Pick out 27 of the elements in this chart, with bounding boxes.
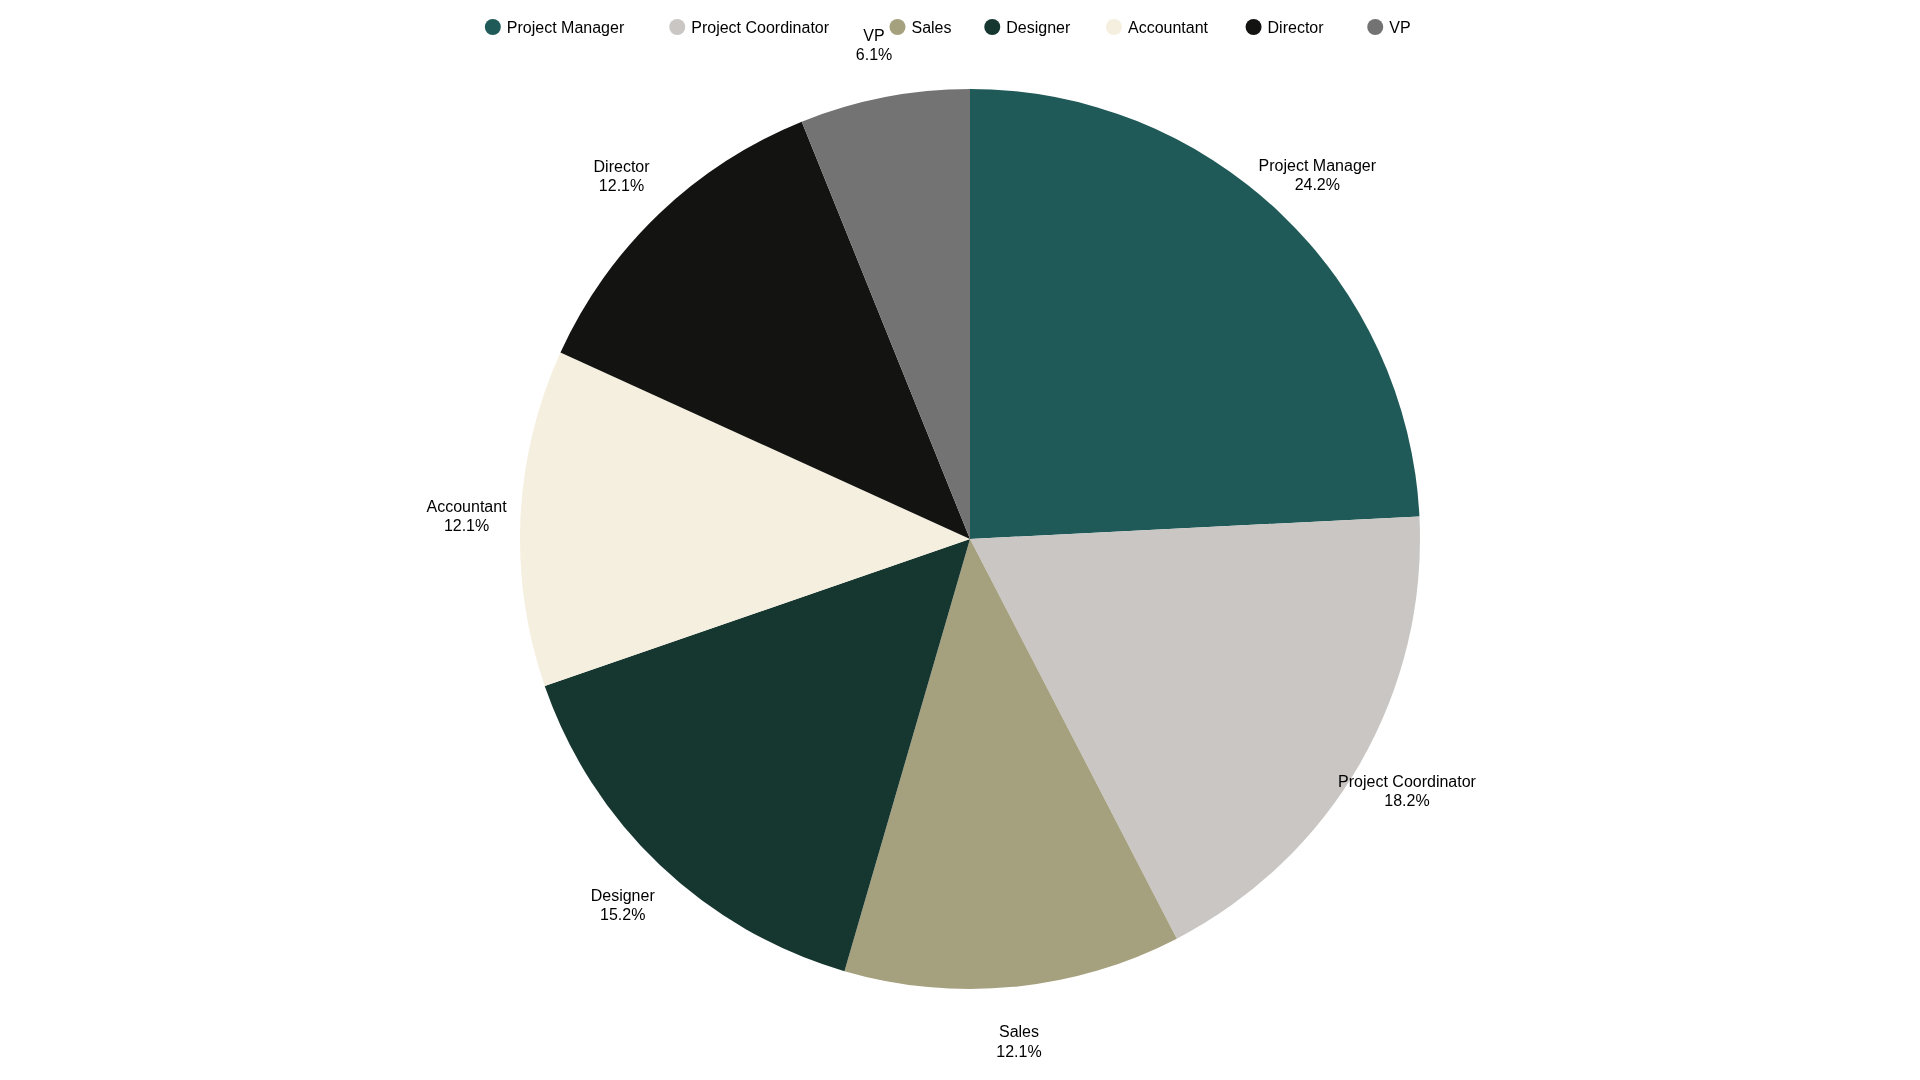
slice-label: Accountant xyxy=(426,498,508,516)
data-label: 12.1% xyxy=(443,517,490,535)
slice-label: Project Coordinator xyxy=(1338,772,1477,790)
pie-slice xyxy=(560,121,970,539)
slice-label: VP xyxy=(863,27,885,45)
slice-label: Designer xyxy=(590,887,656,905)
pie-slice xyxy=(844,539,1177,989)
legend-label: Sales xyxy=(911,18,952,36)
data-label: 12.1% xyxy=(598,176,645,194)
legend-label: Accountant xyxy=(1127,18,1209,36)
legend-label: Project Coordinator xyxy=(691,18,830,36)
data-label: 24.2% xyxy=(1294,175,1340,193)
slice-label: Director xyxy=(593,157,651,175)
pie-slice xyxy=(520,352,970,687)
data-label: 15.2% xyxy=(600,906,646,924)
data-label: 18.2% xyxy=(1384,792,1430,810)
slice-label: Sales xyxy=(998,1023,1040,1041)
pie-slice xyxy=(544,539,970,972)
data-label: 6.1% xyxy=(855,46,893,64)
legend-label: Director xyxy=(1267,18,1325,36)
legend-label: Designer xyxy=(1006,18,1071,36)
pie-slice xyxy=(970,89,1420,539)
pie-slice xyxy=(801,89,970,539)
legend-label: VP xyxy=(1389,18,1411,36)
data-label: 12.1% xyxy=(996,1042,1042,1060)
legend-label: Project Manager xyxy=(506,18,625,36)
slice-label: Project Manager xyxy=(1258,156,1377,174)
